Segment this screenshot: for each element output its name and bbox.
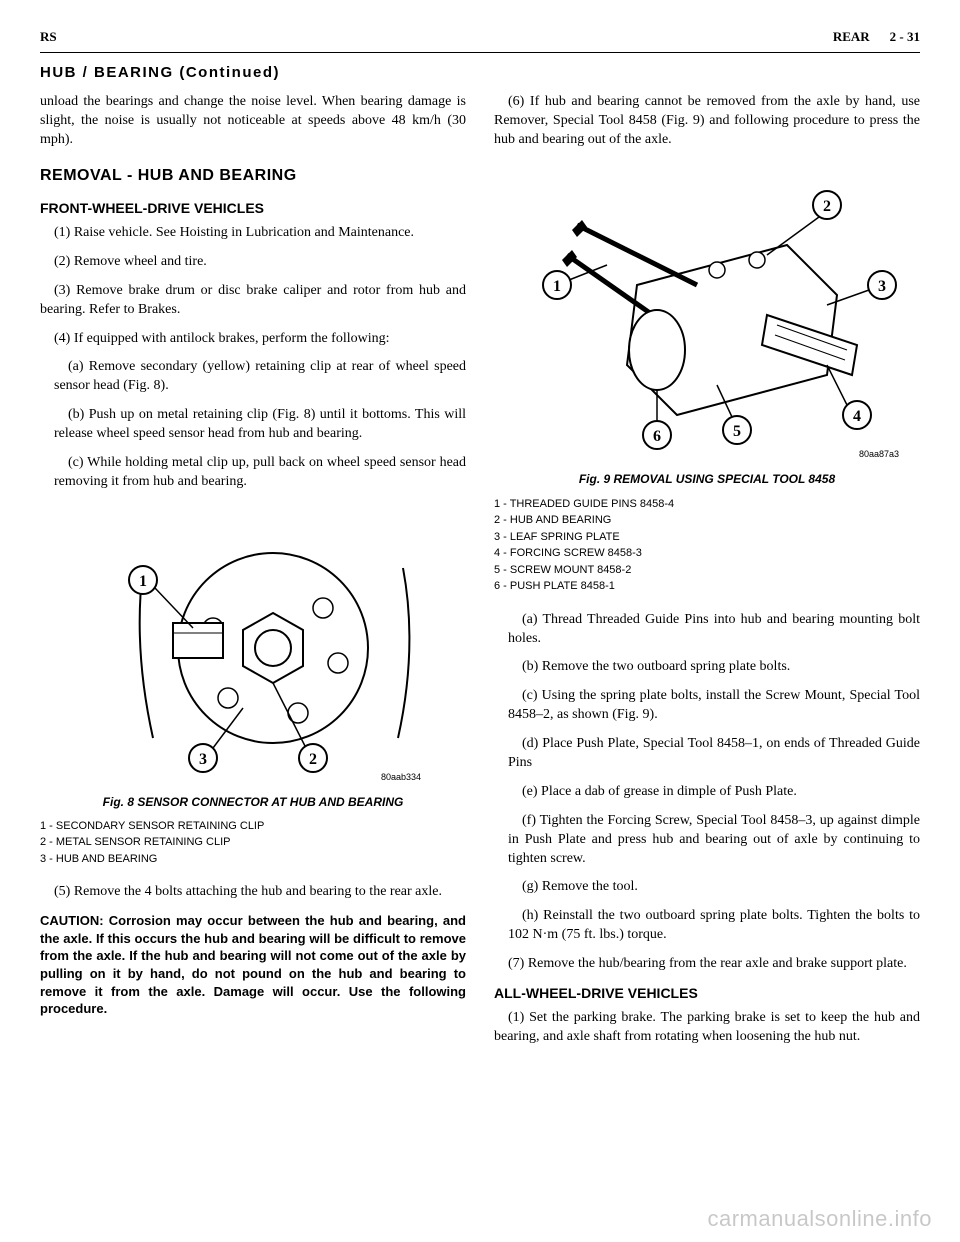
page-header: RS REAR 2 - 31 bbox=[40, 28, 920, 53]
fwd-step-4c: (c) While holding metal clip up, pull ba… bbox=[54, 454, 466, 492]
fig8-caption: Fig. 8 SENSOR CONNECTOR AT HUB AND BEARI… bbox=[40, 794, 466, 810]
removal-heading: REMOVAL - HUB AND BEARING bbox=[40, 165, 466, 187]
svg-text:1: 1 bbox=[139, 573, 147, 590]
fig9-legend-1: 1 - THREADED GUIDE PINS 8458-4 bbox=[494, 496, 920, 513]
fig8-legend-3: 3 - HUB AND BEARING bbox=[40, 851, 466, 868]
header-section: REAR bbox=[833, 28, 870, 46]
header-right: REAR 2 - 31 bbox=[833, 28, 920, 46]
svg-text:3: 3 bbox=[878, 278, 886, 295]
step-7: (7) Remove the hub/bearing from the rear… bbox=[494, 955, 920, 974]
fig9-legend: 1 - THREADED GUIDE PINS 8458-4 2 - HUB A… bbox=[494, 496, 920, 595]
figure-9-svg: 1 2 3 4 5 6 80aa87a3 bbox=[507, 165, 907, 465]
fig9-legend-2: 2 - HUB AND BEARING bbox=[494, 512, 920, 529]
step-6d: (d) Place Push Plate, Special Tool 8458–… bbox=[508, 735, 920, 773]
fig8-legend-1: 1 - SECONDARY SENSOR RETAINING CLIP bbox=[40, 818, 466, 835]
fig9-legend-3: 3 - LEAF SPRING PLATE bbox=[494, 529, 920, 546]
content-columns: unload the bearings and change the noise… bbox=[40, 93, 920, 1047]
step-6h: (h) Reinstall the two outboard spring pl… bbox=[508, 907, 920, 945]
fig8-legend: 1 - SECONDARY SENSOR RETAINING CLIP 2 - … bbox=[40, 818, 466, 868]
step-6a: (a) Thread Threaded Guide Pins into hub … bbox=[508, 611, 920, 649]
step-6b: (b) Remove the two outboard spring plate… bbox=[508, 658, 920, 677]
fwd-step-2: (2) Remove wheel and tire. bbox=[40, 253, 466, 272]
svg-text:4: 4 bbox=[853, 408, 861, 425]
figure-8-svg: 1 2 3 80aab334 bbox=[73, 508, 433, 788]
fwd-step-4a: (a) Remove secondary (yellow) retaining … bbox=[54, 358, 466, 396]
fig8-id: 80aab334 bbox=[381, 772, 421, 782]
fig9-legend-5: 5 - SCREW MOUNT 8458-2 bbox=[494, 562, 920, 579]
fig9-id: 80aa87a3 bbox=[859, 449, 899, 459]
fwd-step-4: (4) If equipped with antilock brakes, pe… bbox=[40, 330, 466, 349]
continued-heading: HUB / BEARING (Continued) bbox=[40, 63, 920, 83]
svg-text:6: 6 bbox=[653, 428, 661, 445]
awd-step-1: (1) Set the parking brake. The parking b… bbox=[494, 1009, 920, 1047]
svg-text:1: 1 bbox=[553, 278, 561, 295]
svg-text:2: 2 bbox=[823, 198, 831, 215]
awd-heading: ALL-WHEEL-DRIVE VEHICLES bbox=[494, 984, 920, 1003]
watermark: carmanualsonline.info bbox=[707, 1204, 932, 1234]
caution-text: CAUTION: Corrosion may occur between the… bbox=[40, 912, 466, 1017]
svg-text:3: 3 bbox=[199, 751, 207, 768]
fig8-legend-2: 2 - METAL SENSOR RETAINING CLIP bbox=[40, 834, 466, 851]
step-6f: (f) Tighten the Forcing Screw, Special T… bbox=[508, 812, 920, 869]
fig9-legend-6: 6 - PUSH PLATE 8458-1 bbox=[494, 578, 920, 595]
fig9-legend-4: 4 - FORCING SCREW 8458-3 bbox=[494, 545, 920, 562]
fwd-step-3: (3) Remove brake drum or disc brake cali… bbox=[40, 282, 466, 320]
fwd-step-5: (5) Remove the 4 bolts attaching the hub… bbox=[40, 883, 466, 902]
step-6c: (c) Using the spring plate bolts, instal… bbox=[508, 687, 920, 725]
step-6: (6) If hub and bearing cannot be removed… bbox=[494, 93, 920, 150]
header-page: 2 - 31 bbox=[890, 28, 920, 46]
fig9-caption: Fig. 9 REMOVAL USING SPECIAL TOOL 8458 bbox=[494, 471, 920, 487]
step-6g: (g) Remove the tool. bbox=[508, 878, 920, 897]
header-left: RS bbox=[40, 28, 57, 46]
step-6e: (e) Place a dab of grease in dimple of P… bbox=[508, 783, 920, 802]
svg-text:2: 2 bbox=[309, 751, 317, 768]
fwd-heading: FRONT-WHEEL-DRIVE VEHICLES bbox=[40, 199, 466, 218]
fwd-step-1: (1) Raise vehicle. See Hoisting in Lubri… bbox=[40, 224, 466, 243]
figure-9: 1 2 3 4 5 6 80aa87a3 Fig. 9 REMOVAL USIN… bbox=[494, 165, 920, 594]
fwd-step-4b: (b) Push up on metal retaining clip (Fig… bbox=[54, 406, 466, 444]
svg-text:5: 5 bbox=[733, 423, 741, 440]
figure-8: 1 2 3 80aab334 Fig. 8 SENSOR CONNECTOR A… bbox=[40, 508, 466, 868]
intro-paragraph: unload the bearings and change the noise… bbox=[40, 93, 466, 150]
